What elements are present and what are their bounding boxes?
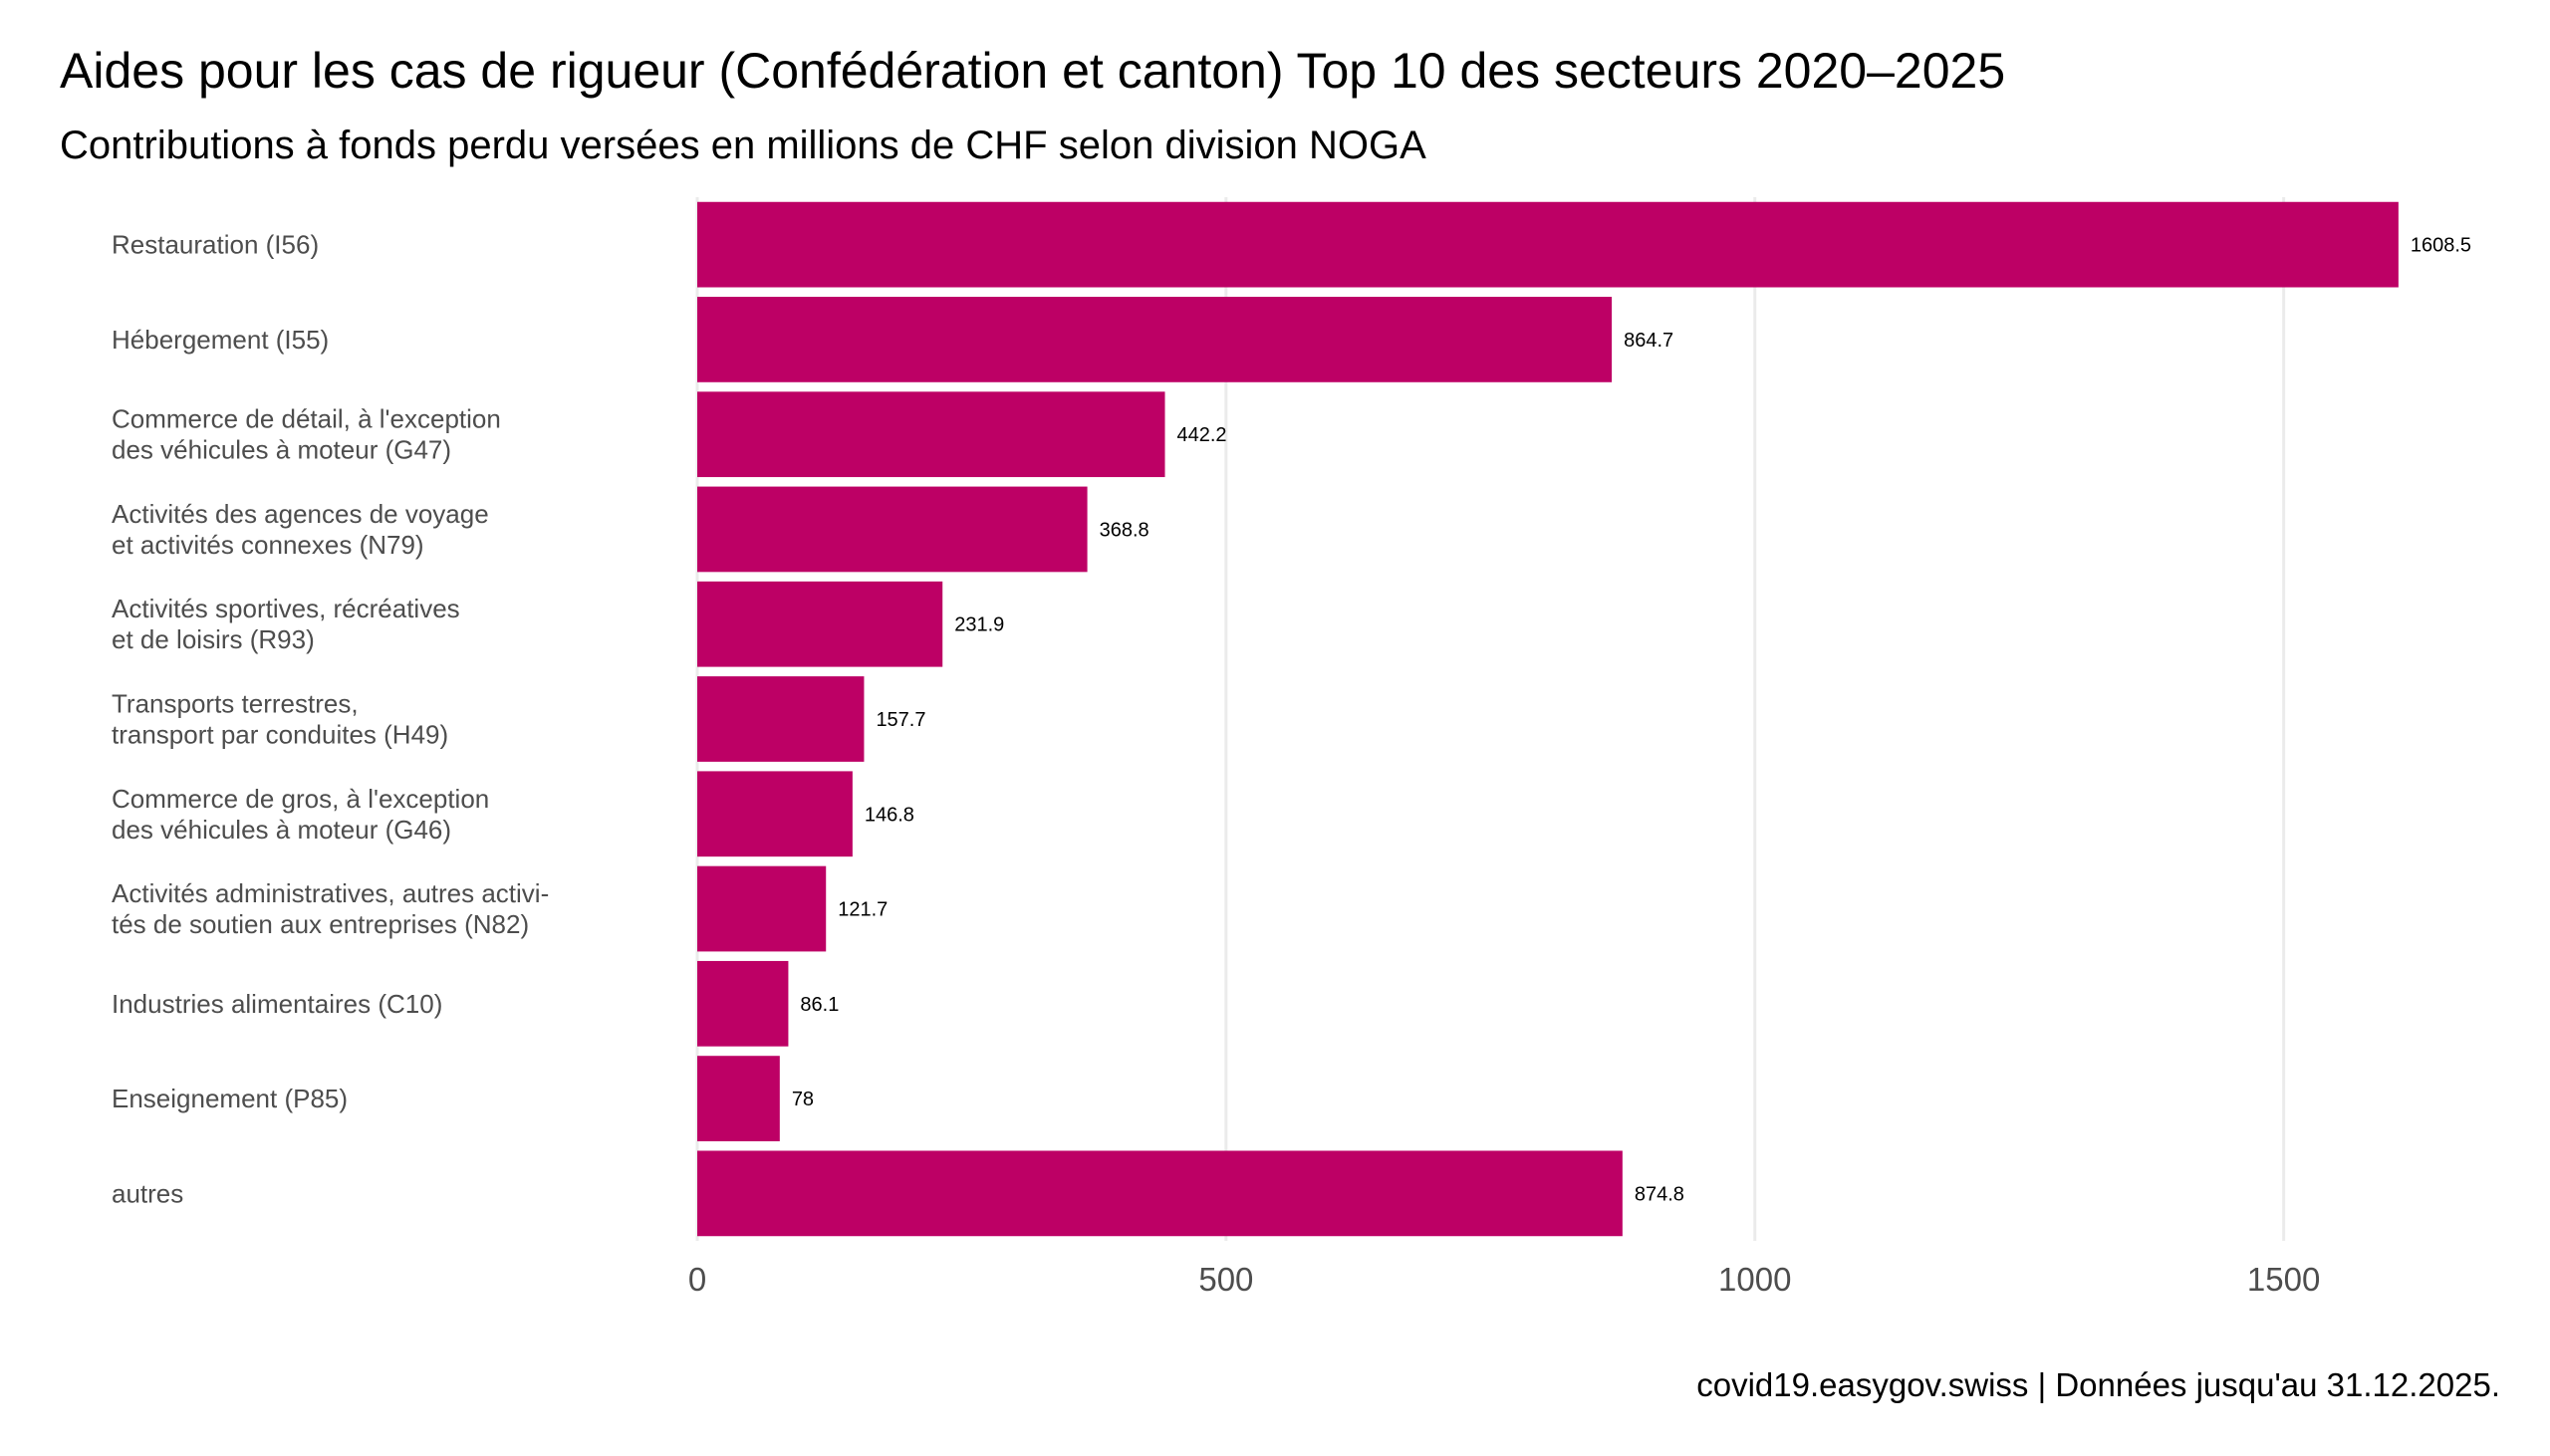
data-label: 157.7 — [876, 709, 925, 731]
category-labels: Restauration (I56) Hébergement (I55) Comme… — [112, 230, 549, 1209]
bars — [697, 201, 2399, 1237]
category-label-line: Activités sportives, récréatives — [112, 594, 460, 623]
bar — [697, 581, 943, 667]
category-label-line: Activités administratives, autres activi… — [112, 878, 549, 908]
chart-caption: covid19.easygov.swiss | Données jusqu'au… — [1696, 1366, 2500, 1403]
x-axis-ticks: 0 500 1000 1500 — [688, 1261, 2321, 1298]
category-label-line: des véhicules à moteur (G47) — [112, 435, 451, 465]
category-label: Transports terrestres, transport par cond… — [112, 689, 448, 750]
category-label: Industries alimentaires (C10) — [112, 989, 442, 1019]
category-label: autres — [112, 1178, 183, 1208]
category-label: Commerce de détail, à l'exception des véh… — [112, 404, 501, 465]
bar — [697, 1150, 1623, 1237]
bar — [697, 201, 2399, 288]
x-tick-label: 1000 — [1718, 1261, 1791, 1298]
category-label-line: Enseignement (P85) — [112, 1084, 348, 1113]
bar — [697, 1056, 780, 1141]
data-label: 368.8 — [1100, 519, 1149, 541]
category-label: Hébergement (I55) — [112, 325, 329, 355]
category-label-line: transport par conduites (H49) — [112, 720, 448, 750]
category-label: Activités administratives, autres activi… — [112, 878, 549, 939]
category-label-line: des véhicules à moteur (G46) — [112, 815, 451, 845]
category-label-line: Restauration (I56) — [112, 230, 319, 260]
data-label: 1608.5 — [2411, 235, 2471, 257]
bar — [697, 486, 1088, 573]
category-label: Activités sportives, récréatives et de lo… — [112, 594, 460, 654]
x-tick-label: 0 — [688, 1261, 706, 1298]
data-label: 86.1 — [800, 994, 839, 1016]
x-tick-label: 1500 — [2247, 1261, 2320, 1298]
category-label: Restauration (I56) — [112, 230, 319, 260]
chart-subtitle: Contributions à fonds perdu versées en m… — [60, 123, 1426, 167]
category-label-line: et activités connexes (N79) — [112, 530, 424, 560]
category-label: Activités des agences de voyage et activi… — [112, 499, 489, 560]
x-tick-label: 500 — [1198, 1261, 1253, 1298]
data-label: 78 — [792, 1089, 814, 1110]
category-label-line: Hébergement (I55) — [112, 325, 329, 355]
data-labels: 1608.5 864.7 442.2 368.8 231.9 157.7 146.8 121.… — [792, 235, 2471, 1206]
bar — [697, 960, 789, 1047]
data-label: 864.7 — [1624, 330, 1673, 352]
category-label-line: tés de soutien aux entreprises (N82) — [112, 909, 529, 939]
bar — [697, 771, 853, 857]
bar — [697, 391, 1165, 478]
chart-title: Aides pour les cas de rigueur (Confédéra… — [60, 43, 2006, 99]
category-label-line: Commerce de détail, à l'exception — [112, 404, 501, 434]
data-label: 121.7 — [838, 899, 888, 921]
category-label-line: Activités des agences de voyage — [112, 499, 489, 529]
category-label-line: Transports terrestres, — [112, 689, 359, 719]
category-label-line: autres — [112, 1178, 183, 1208]
category-label-line: Commerce de gros, à l'exception — [112, 784, 489, 814]
bar — [697, 297, 1613, 382]
category-label-line: et de loisirs (R93) — [112, 624, 315, 654]
bar — [697, 676, 865, 762]
category-label: Commerce de gros, à l'exception des véhic… — [112, 784, 489, 845]
category-label-line: Industries alimentaires (C10) — [112, 989, 442, 1019]
data-label: 231.9 — [954, 614, 1004, 636]
category-label: Enseignement (P85) — [112, 1084, 348, 1113]
bar — [697, 865, 827, 952]
data-label: 442.2 — [1177, 424, 1227, 446]
data-label: 874.8 — [1635, 1183, 1684, 1205]
data-label: 146.8 — [865, 804, 914, 826]
